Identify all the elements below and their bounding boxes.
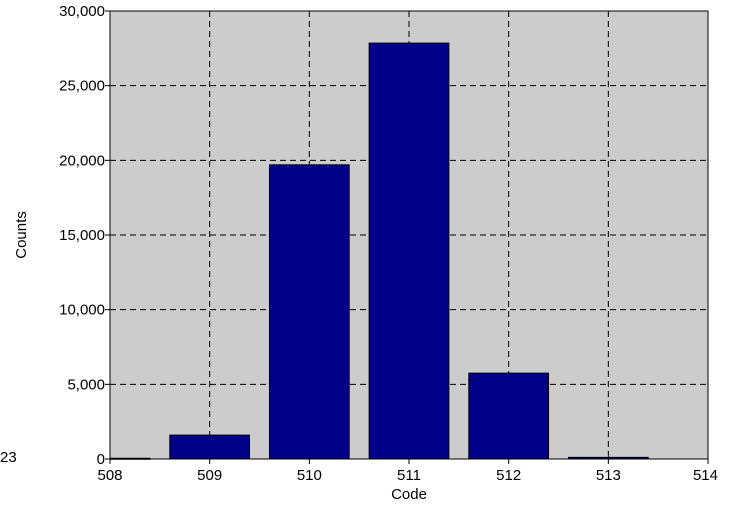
x-tick-label: 514 [693, 467, 718, 484]
x-tick-label: 508 [97, 467, 122, 484]
y-tick-label: 5,000 [67, 376, 105, 393]
x-axis-title: Code [391, 486, 427, 503]
x-axis: 508 509 510 511 512 513 514 [97, 459, 718, 484]
y-tick-label: 10,000 [59, 302, 105, 319]
y-tick-label: 30,000 [59, 3, 105, 20]
y-axis: 0 5,000 10,000 15,000 20,000 25,000 30,000 [59, 3, 110, 468]
x-tick-label: 510 [297, 467, 322, 484]
bar-510 [268, 164, 350, 460]
bar-512 [468, 372, 550, 460]
x-tick-label: 509 [197, 467, 222, 484]
y-tick-label: 25,000 [59, 78, 105, 95]
x-tick-label: 511 [397, 467, 421, 484]
y-tick-label: 15,000 [59, 227, 105, 244]
x-tick-label: 513 [596, 467, 621, 484]
bar-511 [368, 42, 450, 460]
bar-509 [169, 434, 251, 460]
y-tick-label: 0 [97, 451, 105, 468]
partial-edge-label: 23 [0, 449, 17, 466]
y-axis-title: Counts [13, 211, 30, 259]
y-tick-label: 20,000 [59, 152, 105, 169]
x-tick-label: 512 [496, 467, 521, 484]
